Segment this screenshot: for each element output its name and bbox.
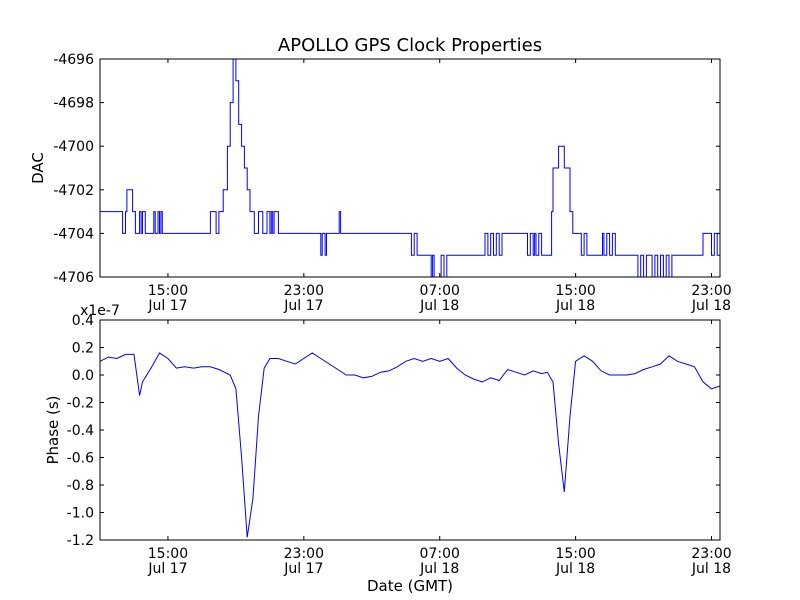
x-tick-label: 15:00 — [148, 283, 188, 299]
x-tick-date-label: Jul 17 — [147, 298, 187, 314]
y-tick-label: -0.8 — [67, 478, 94, 494]
x-tick-date-label: Jul 17 — [283, 298, 323, 314]
y-axis-label: Phase (s) — [44, 395, 62, 464]
x-tick-label: 23:00 — [691, 283, 731, 299]
y-tick-label: -1.2 — [67, 533, 94, 549]
y-tick-label: -0.2 — [67, 396, 94, 412]
x-tick-date-label: Jul 17 — [283, 561, 323, 577]
y-tick-label: -4700 — [53, 139, 94, 155]
axes-frame — [99, 319, 721, 541]
x-tick-date-label: Jul 18 — [691, 298, 731, 314]
y-tick-label: 0.2 — [72, 341, 94, 357]
y-tick-label: -4696 — [53, 52, 94, 68]
x-tick-label: 23:00 — [284, 283, 324, 299]
x-tick-date-label: Jul 18 — [555, 561, 595, 577]
y-axis-label: DAC — [29, 152, 47, 184]
y-tick-label: -4704 — [53, 226, 94, 242]
x-tick-label: 15:00 — [148, 546, 188, 562]
x-tick-date-label: Jul 18 — [419, 561, 459, 577]
x-tick-label: 23:00 — [691, 546, 731, 562]
chart-title: APOLLO GPS Clock Properties — [278, 35, 542, 56]
y-tick-label: -0.6 — [67, 451, 94, 467]
x-tick-date-label: Jul 18 — [419, 298, 459, 314]
x-tick-label: 07:00 — [420, 283, 460, 299]
x-tick-label: 15:00 — [555, 546, 595, 562]
x-tick-date-label: Jul 18 — [555, 298, 595, 314]
y-tick-label: -4698 — [53, 96, 94, 112]
x-tick-date-label: Jul 17 — [147, 561, 187, 577]
phase-panel: -1.2-1.0-0.8-0.6-0.4-0.20.00.20.415:00Ju… — [44, 303, 732, 595]
y-tick-label: -0.4 — [67, 423, 94, 439]
y-tick-label: 0.0 — [72, 368, 94, 384]
axes-frame — [99, 58, 721, 278]
x-tick-label: 23:00 — [284, 546, 324, 562]
x-axis-label: Date (GMT) — [367, 577, 453, 595]
y-multiplier-label: x1e-7 — [80, 303, 120, 319]
x-tick-label: 15:00 — [555, 283, 595, 299]
y-tick-label: 0.4 — [72, 313, 94, 329]
y-tick-label: -4702 — [53, 183, 94, 199]
y-tick-label: -4706 — [53, 270, 94, 286]
x-tick-label: 07:00 — [420, 546, 460, 562]
y-tick-label: -1.0 — [67, 506, 94, 522]
x-tick-date-label: Jul 18 — [691, 561, 731, 577]
data-series-line — [100, 59, 720, 277]
data-series-line — [100, 352, 720, 538]
